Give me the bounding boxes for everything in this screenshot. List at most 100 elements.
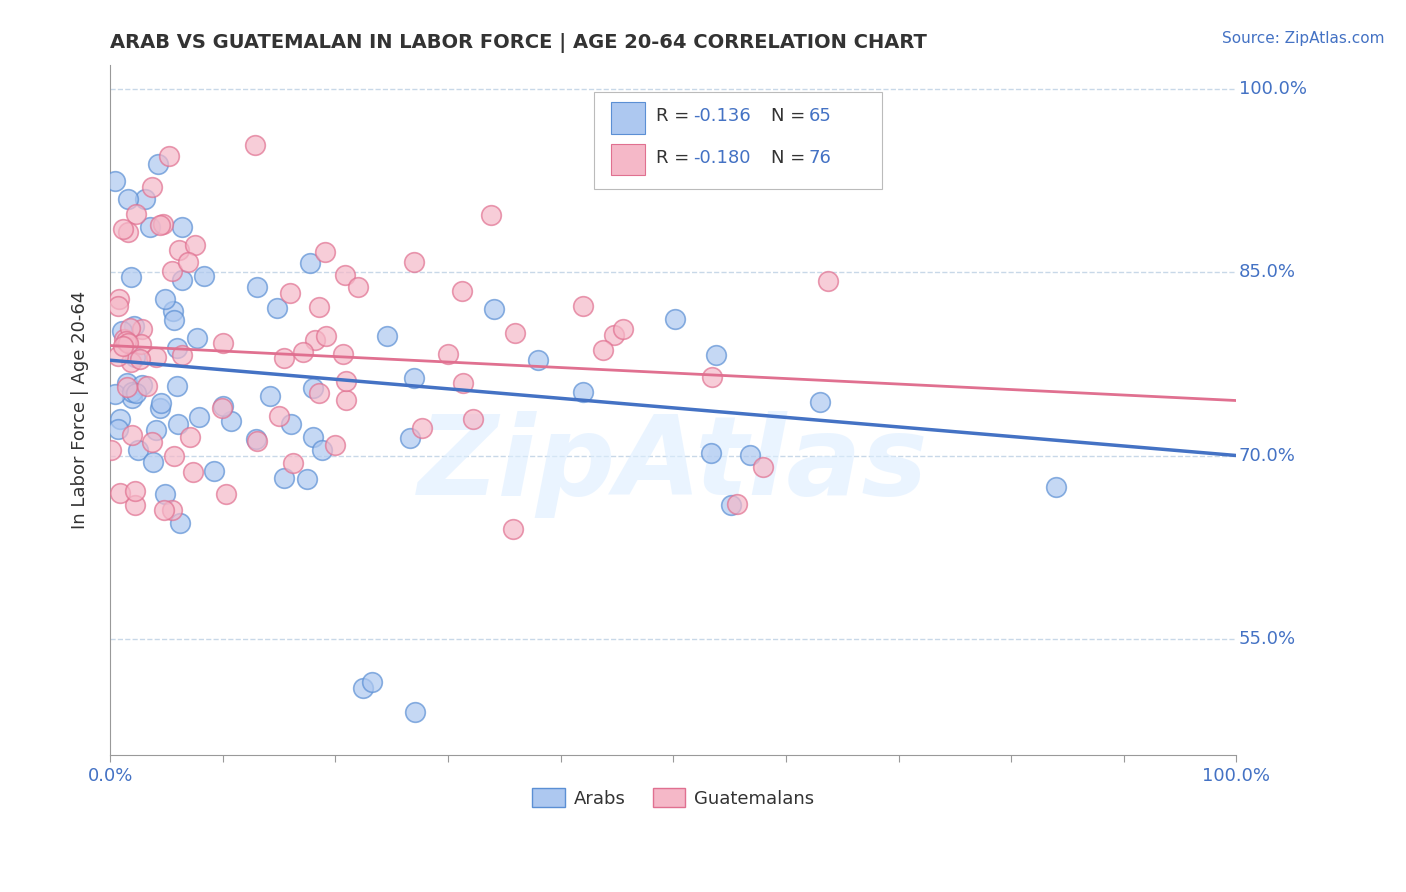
Point: [817, 274, 839, 288]
Point: [315, 329, 337, 343]
Point: [145, 423, 167, 437]
Point: [104, 387, 127, 401]
Point: [108, 292, 131, 306]
Legend: Arabs, Guatemalans: Arabs, Guatemalans: [524, 781, 821, 815]
Point: [153, 487, 176, 501]
Point: [361, 674, 384, 689]
Point: [120, 355, 142, 369]
Point: [273, 471, 295, 485]
Point: [479, 208, 502, 222]
Point: [437, 346, 460, 360]
Point: [129, 336, 152, 351]
Point: [120, 321, 142, 335]
Point: [245, 280, 267, 294]
Text: ZipAtlas: ZipAtlas: [418, 411, 928, 518]
Text: 65: 65: [808, 107, 831, 125]
Point: [179, 430, 201, 444]
Point: [202, 464, 225, 478]
Point: [107, 299, 129, 313]
Point: [117, 192, 139, 206]
Point: [267, 409, 290, 424]
Point: [160, 263, 183, 277]
Point: [664, 312, 686, 326]
Point: [404, 371, 426, 385]
Point: [738, 448, 761, 462]
Point: [172, 349, 194, 363]
Point: [128, 351, 150, 366]
Point: [375, 329, 398, 343]
Point: [141, 435, 163, 450]
FancyBboxPatch shape: [595, 92, 882, 189]
Text: 55.0%: 55.0%: [1239, 630, 1296, 648]
Point: [503, 326, 526, 341]
Point: [117, 225, 139, 239]
Point: [162, 449, 184, 463]
Point: [461, 412, 484, 426]
Point: [402, 254, 425, 268]
Point: [301, 381, 323, 395]
Text: 100.0%: 100.0%: [1239, 80, 1306, 98]
Point: [117, 376, 139, 390]
Point: [184, 237, 207, 252]
Point: [166, 417, 188, 431]
Text: N =: N =: [772, 149, 811, 167]
Point: [121, 428, 143, 442]
Point: [163, 313, 186, 327]
Point: [122, 319, 145, 334]
Point: [404, 705, 426, 719]
Point: [706, 348, 728, 362]
Point: [323, 438, 346, 452]
Text: 76: 76: [808, 149, 831, 167]
Point: [482, 302, 505, 317]
Point: [108, 486, 131, 500]
Point: [211, 399, 233, 413]
Point: [152, 217, 174, 231]
Point: [141, 179, 163, 194]
Point: [304, 333, 326, 347]
Point: [451, 376, 474, 390]
Point: [246, 434, 269, 449]
Point: [125, 207, 148, 221]
Point: [280, 417, 302, 432]
Point: [138, 219, 160, 234]
Point: [299, 256, 322, 270]
Point: [332, 346, 354, 360]
Point: [181, 465, 204, 479]
Point: [273, 351, 295, 366]
Point: [149, 401, 172, 416]
Point: [121, 392, 143, 406]
Text: -0.180: -0.180: [693, 149, 751, 167]
Point: [112, 222, 135, 236]
Point: [302, 430, 325, 444]
Point: [112, 332, 135, 346]
Point: [136, 379, 159, 393]
Point: [1045, 480, 1067, 494]
Point: [107, 421, 129, 435]
Point: [169, 516, 191, 531]
Point: [291, 344, 314, 359]
Point: [592, 343, 614, 358]
Point: [157, 149, 180, 163]
Point: [603, 328, 626, 343]
Point: [245, 432, 267, 446]
Point: [115, 380, 138, 394]
Point: [214, 487, 236, 501]
Point: [186, 331, 208, 345]
Point: [117, 336, 139, 351]
Text: Source: ZipAtlas.com: Source: ZipAtlas.com: [1222, 31, 1385, 46]
Point: [314, 244, 336, 259]
Point: [131, 322, 153, 336]
Point: [335, 393, 357, 408]
Point: [145, 351, 167, 365]
Point: [211, 336, 233, 351]
Point: [170, 220, 193, 235]
Text: -0.136: -0.136: [693, 107, 751, 125]
Point: [720, 498, 742, 512]
Point: [572, 299, 595, 313]
Point: [149, 218, 172, 232]
Point: [146, 157, 169, 171]
Point: [308, 385, 330, 400]
Point: [108, 412, 131, 426]
Text: ARAB VS GUATEMALAN IN LABOR FORCE | AGE 20-64 CORRELATION CHART: ARAB VS GUATEMALAN IN LABOR FORCE | AGE …: [110, 33, 927, 53]
Point: [166, 341, 188, 355]
